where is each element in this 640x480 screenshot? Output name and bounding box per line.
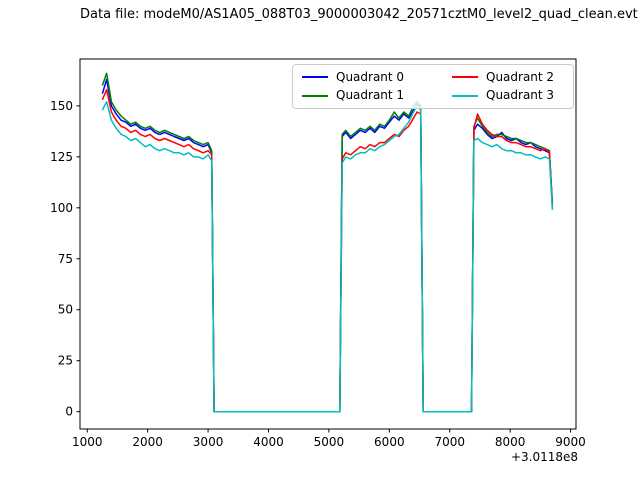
- y-tick-label: 50: [58, 303, 73, 317]
- x-tick-label: 7000: [434, 435, 465, 449]
- legend-line-swatch: [302, 94, 328, 97]
- x-tick-label: 9000: [555, 435, 586, 449]
- series-line-quadrant-1: [101, 72, 554, 413]
- legend-line-swatch: [302, 76, 328, 79]
- plot-title: Data file: modeM0/AS1A05_088T03_90000030…: [80, 7, 638, 22]
- legend-label: Quadrant 2: [486, 70, 555, 84]
- y-tick-label: 75: [58, 252, 73, 266]
- legend-line-swatch: [452, 94, 478, 97]
- axes-frame: [79, 58, 577, 430]
- x-axis-offset-label: +3.0118e8: [511, 450, 578, 464]
- y-tick-label: 125: [50, 150, 73, 164]
- legend-line-swatch: [452, 76, 478, 79]
- legend-item: Quadrant 0: [302, 70, 452, 84]
- x-tick-label: 4000: [253, 435, 284, 449]
- x-tick-label: 2000: [132, 435, 163, 449]
- x-tick-label: 3000: [193, 435, 224, 449]
- x-tick-label: 8000: [495, 435, 526, 449]
- legend-item: Quadrant 2: [452, 70, 564, 84]
- y-tick-label: 100: [50, 201, 73, 215]
- x-tick-label: 6000: [374, 435, 405, 449]
- legend-label: Quadrant 3: [486, 88, 555, 103]
- legend: Quadrant 0 Quadrant 1 Quadrant 2 Quadrant 3: [292, 64, 574, 109]
- y-tick-label: 25: [58, 354, 73, 368]
- legend-item: Quadrant 1: [302, 88, 452, 102]
- legend-label: Quadrant 1: [336, 88, 405, 103]
- y-tick-label: 0: [65, 405, 73, 419]
- series-line-quadrant-2: [101, 88, 554, 413]
- series-line-quadrant-3: [101, 101, 554, 413]
- y-tick-label: 150: [50, 99, 73, 113]
- legend-item: Quadrant 3: [452, 88, 564, 102]
- x-tick-label: 1000: [72, 435, 103, 449]
- x-tick-label: 5000: [314, 435, 345, 449]
- legend-label: Quadrant 0: [336, 70, 405, 84]
